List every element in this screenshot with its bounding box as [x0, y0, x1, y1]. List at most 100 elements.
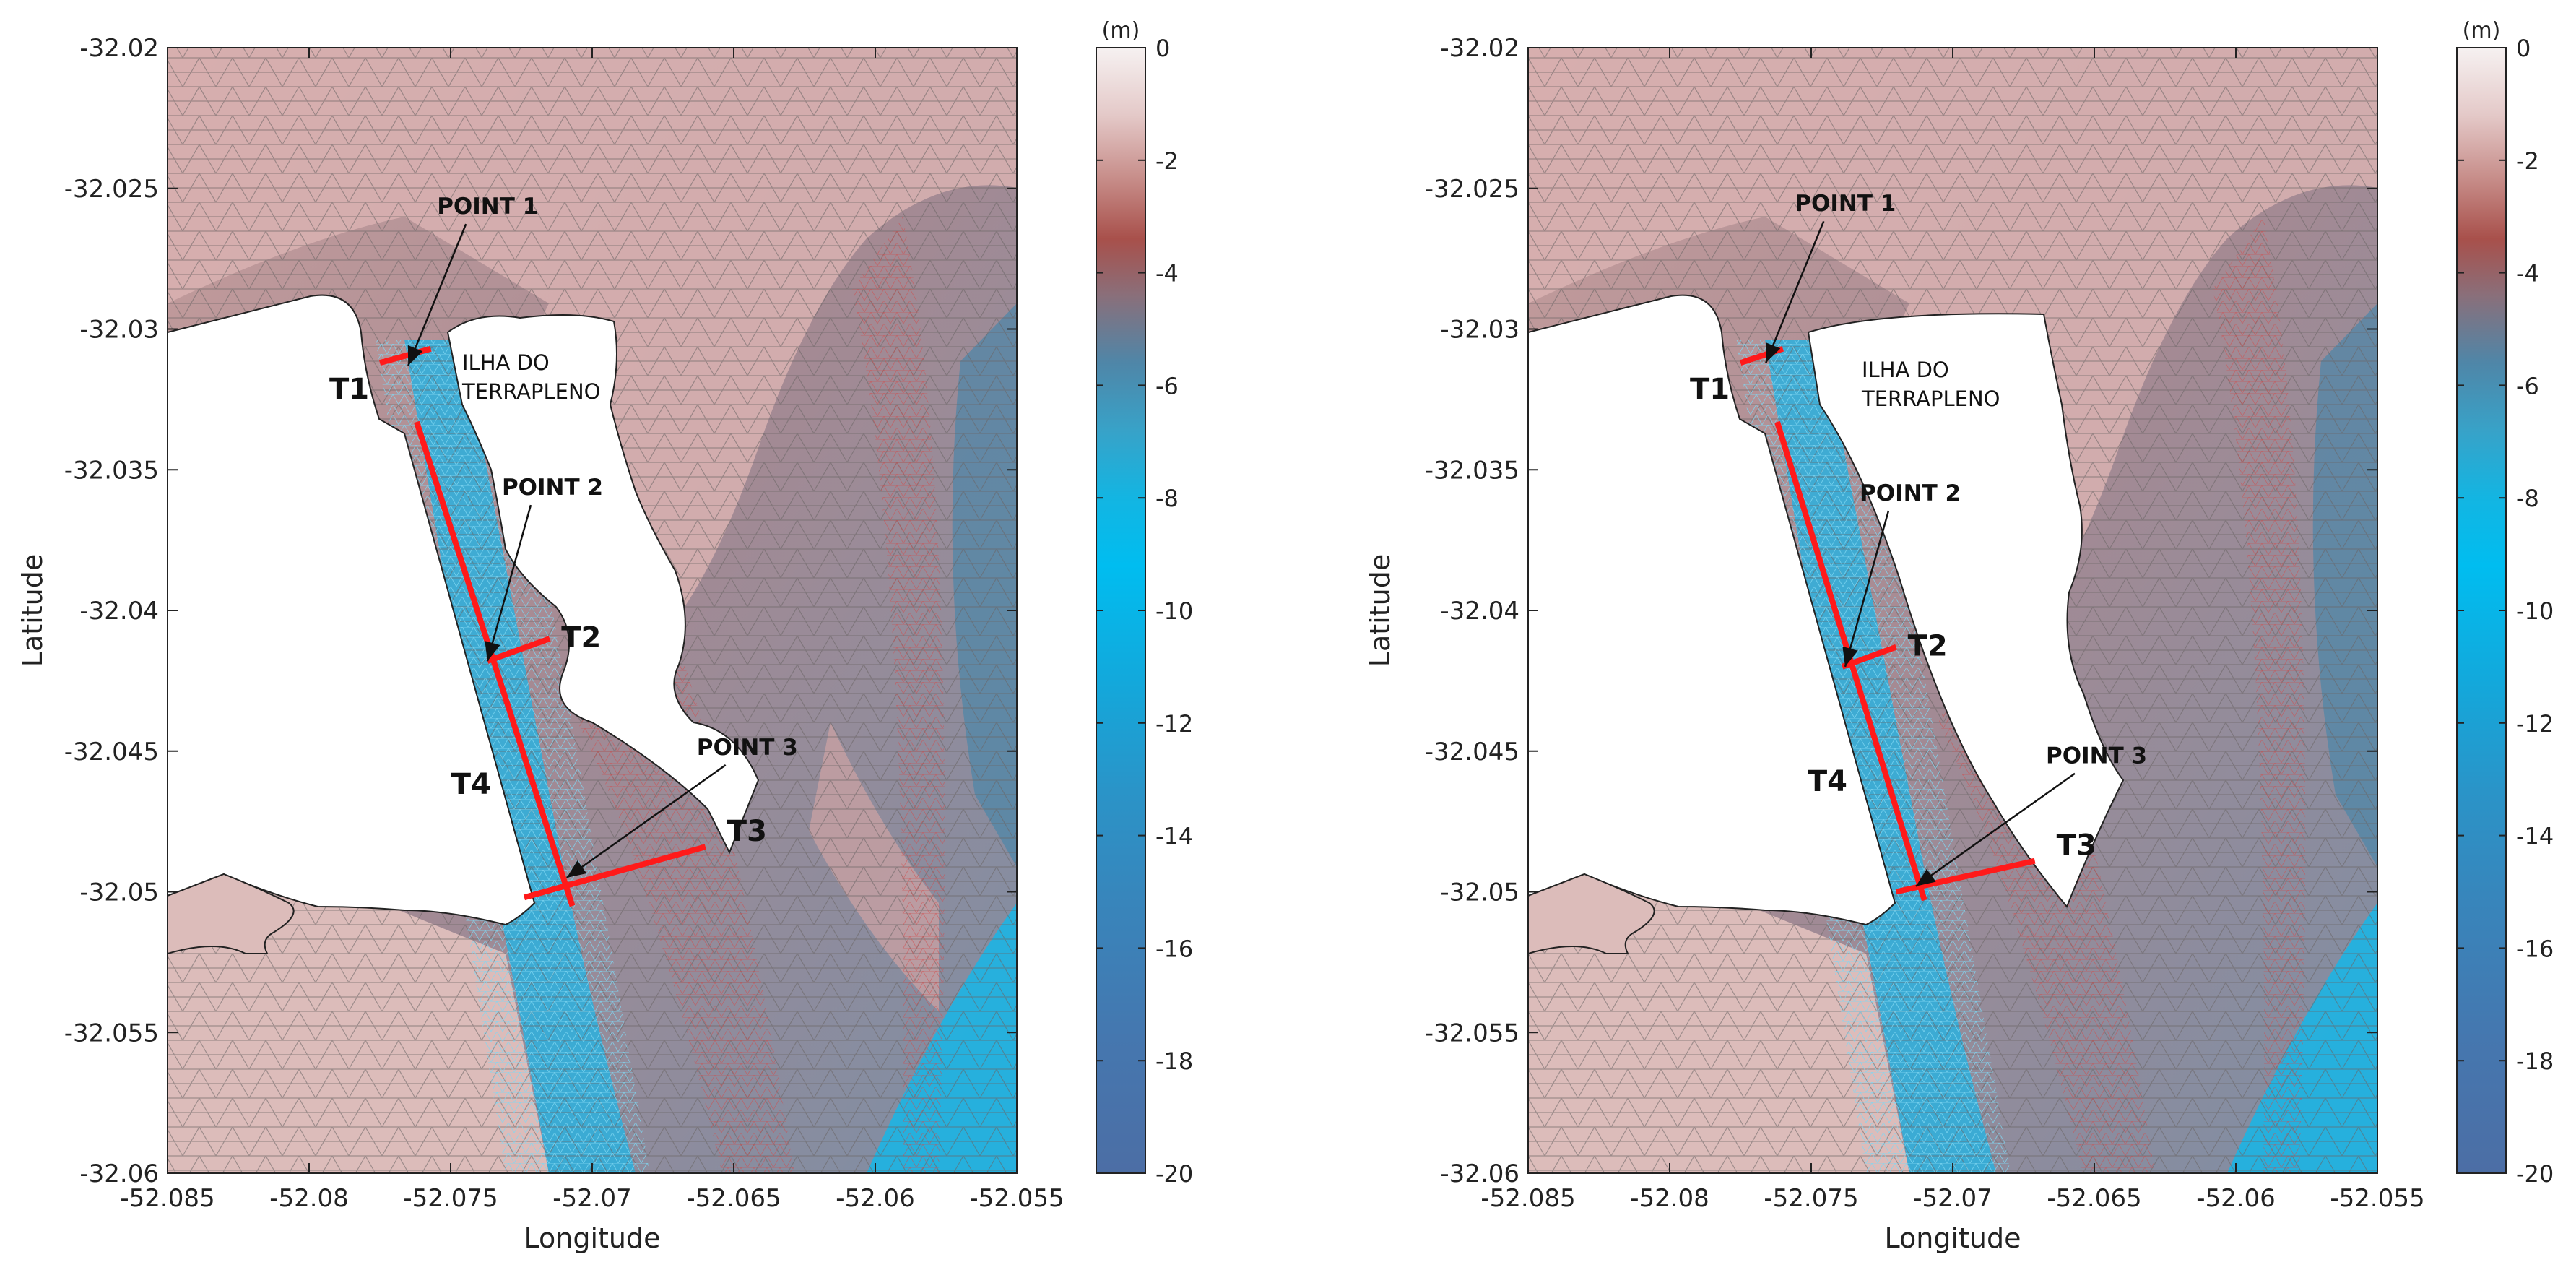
tick-labels-left: -52.085 -52.08 -52.075 -52.07 -52.065 -52.06 -… [64, 34, 1064, 1213]
land-mainland-right [1528, 294, 1896, 926]
transect-t1 [378, 345, 432, 366]
y-tick-label: -32.03 [1440, 316, 1519, 345]
land-island-right [1807, 313, 2125, 908]
point-label-2: POINT 2 [502, 475, 603, 501]
land-island [446, 314, 760, 855]
transect-t3 [523, 844, 706, 901]
y-tick-label: -32.05 [1440, 878, 1519, 907]
transect-label-t2: T2 [1908, 630, 1948, 663]
colorbar-ticks-right: 0 -2 -4 -6 -8 -10 -12 -14 -16 -18 -20 [2457, 35, 2554, 1188]
x-tick-label: -52.06 [2196, 1184, 2276, 1213]
point-arrow-shaft [1915, 772, 2076, 887]
point-arrow-shaft [407, 223, 467, 366]
transect-t4 [1774, 420, 1927, 902]
map-panel-right: T1 T2 T3 T4 POINT 1 POINT 2 POINT 3 -52.085 -52… [1364, 34, 2425, 1254]
x-tick-label: -52.055 [969, 1184, 1064, 1213]
x-tick-label: -52.085 [1480, 1184, 1575, 1213]
colorbar-tick-label: -2 [1155, 147, 1179, 175]
y-tick-label: -32.045 [1425, 738, 1519, 766]
colorbar-tick-label: -10 [1155, 597, 1193, 625]
point-label-1: POINT 1 [1795, 191, 1896, 217]
y-tick-label: -32.03 [79, 316, 159, 345]
colorbar-tick-label: -8 [1155, 485, 1179, 512]
colorbar-tick-label: -16 [1155, 935, 1193, 962]
point-arrow-head [485, 641, 500, 662]
point-arrow-head [566, 860, 587, 878]
colorbar-tick-label: -4 [1155, 260, 1179, 288]
x-tick-label: -52.065 [2047, 1184, 2141, 1213]
transect-label-t3: T3 [2057, 829, 2096, 863]
island-label-left-2: TERRAPLENO [461, 379, 601, 404]
point-label-3: POINT 3 [2046, 743, 2147, 769]
point-arrow-shaft [1765, 220, 1825, 363]
transect-label-t1: T1 [329, 373, 369, 406]
x-tick-label: -52.075 [1764, 1184, 1858, 1213]
colorbar-tick-label: -14 [1155, 823, 1193, 850]
y-tick-label: -32.055 [1425, 1019, 1519, 1047]
colorbar-tick-label: -16 [2516, 935, 2554, 962]
y-tick-label: -32.035 [64, 456, 159, 485]
transect-overlay-left: T1 T2 T3 T4 POINT 1 POINT 2 POINT 3 [329, 194, 798, 907]
island-label-right-1: ILHA DO [1862, 358, 1949, 382]
colorbar-tick-label: -6 [2516, 372, 2539, 399]
point-arrow-shaft [1844, 510, 1890, 668]
y-tick-label: -32.055 [64, 1019, 159, 1047]
y-tick-label: -32.045 [64, 738, 159, 766]
colorbar-unit-left: (m) [1102, 18, 1140, 43]
colorbar-tick-label: 0 [1155, 35, 1170, 62]
colorbar-right: (m) 0 -2 -4 -6 -8 -10 -12 -14 -16 -18 -20 [2456, 18, 2554, 1188]
x-tick-label: -52.08 [1630, 1184, 1709, 1213]
y-tick-label: -32.02 [79, 34, 159, 63]
y-tick-label: -32.06 [1440, 1159, 1519, 1188]
colorbar-tick-label: -8 [2516, 485, 2539, 512]
point-arrow-head [407, 345, 423, 366]
colorbar-tick-label: -2 [2516, 147, 2539, 175]
y-tick-label: -32.06 [79, 1159, 159, 1188]
colorbar-left: (m) 0 -2 -4 -6 -8 -10 -12 -14 -16 -18 -20 [1096, 18, 1193, 1188]
y-tick-label: -32.04 [79, 597, 159, 626]
colorbar-tick-label: -20 [1155, 1160, 1193, 1188]
y-tick-label: -32.04 [1440, 597, 1519, 626]
colorbar-unit-right: (m) [2463, 18, 2501, 43]
x-tick-label: -52.06 [836, 1184, 915, 1213]
point-arrow-head [1916, 868, 1936, 886]
transect-t4 [414, 420, 576, 907]
colorbar-tick-label: -18 [1155, 1047, 1193, 1075]
point-label-3: POINT 3 [697, 735, 798, 761]
transect-t2 [486, 636, 551, 664]
bathymetry-field [168, 48, 1017, 1173]
bathymetry-field-right [1528, 48, 2377, 1173]
colorbar-tick-label: -12 [2516, 710, 2554, 738]
island-label-left-1: ILHA DO [462, 350, 550, 375]
transect-label-t2: T2 [561, 621, 601, 655]
colorbar-ticks-left: 0 -2 -4 -6 -8 -10 -12 -14 -16 -18 -20 [1096, 35, 1193, 1188]
x-tick-label: -52.07 [552, 1184, 632, 1213]
tick-labels-right: -52.085 -52.08 -52.075 -52.07 -52.065 -52.06 -… [1425, 34, 2425, 1213]
land-mainland [168, 294, 536, 926]
colorbar-tick-label: 0 [2516, 35, 2531, 62]
colorbar-tick-label: -12 [1155, 710, 1193, 738]
transect-overlay-right: T1 T2 T3 T4 POINT 1 POINT 2 POINT 3 [1690, 191, 2147, 902]
x-tick-label: -52.075 [403, 1184, 498, 1213]
point-label-2: POINT 2 [1860, 480, 1961, 506]
transect-label-t4: T4 [1808, 765, 1847, 798]
y-axis-label-left: Latitude [17, 554, 48, 667]
y-tick-label: -32.025 [64, 175, 159, 204]
y-tick-label: -32.035 [1425, 456, 1519, 485]
transect-label-t3: T3 [727, 815, 767, 848]
colorbar-tick-label: -20 [2516, 1160, 2554, 1188]
y-tick-label: -32.05 [79, 878, 159, 907]
y-tick-label: -32.025 [1425, 175, 1519, 204]
transect-label-t4: T4 [451, 768, 491, 801]
colorbar-tick-label: -4 [2516, 260, 2539, 288]
x-axis-label-right: Longitude [1885, 1222, 2021, 1254]
colorbar-tick-label: -18 [2516, 1047, 2554, 1075]
x-tick-label: -52.065 [686, 1184, 781, 1213]
point-arrow-head [1842, 646, 1858, 667]
colorbar-tick-label: -14 [2516, 823, 2554, 850]
colorbar-tick-label: -10 [2516, 597, 2554, 625]
transect-label-t1: T1 [1690, 373, 1730, 406]
x-tick-label: -52.055 [2330, 1184, 2424, 1213]
